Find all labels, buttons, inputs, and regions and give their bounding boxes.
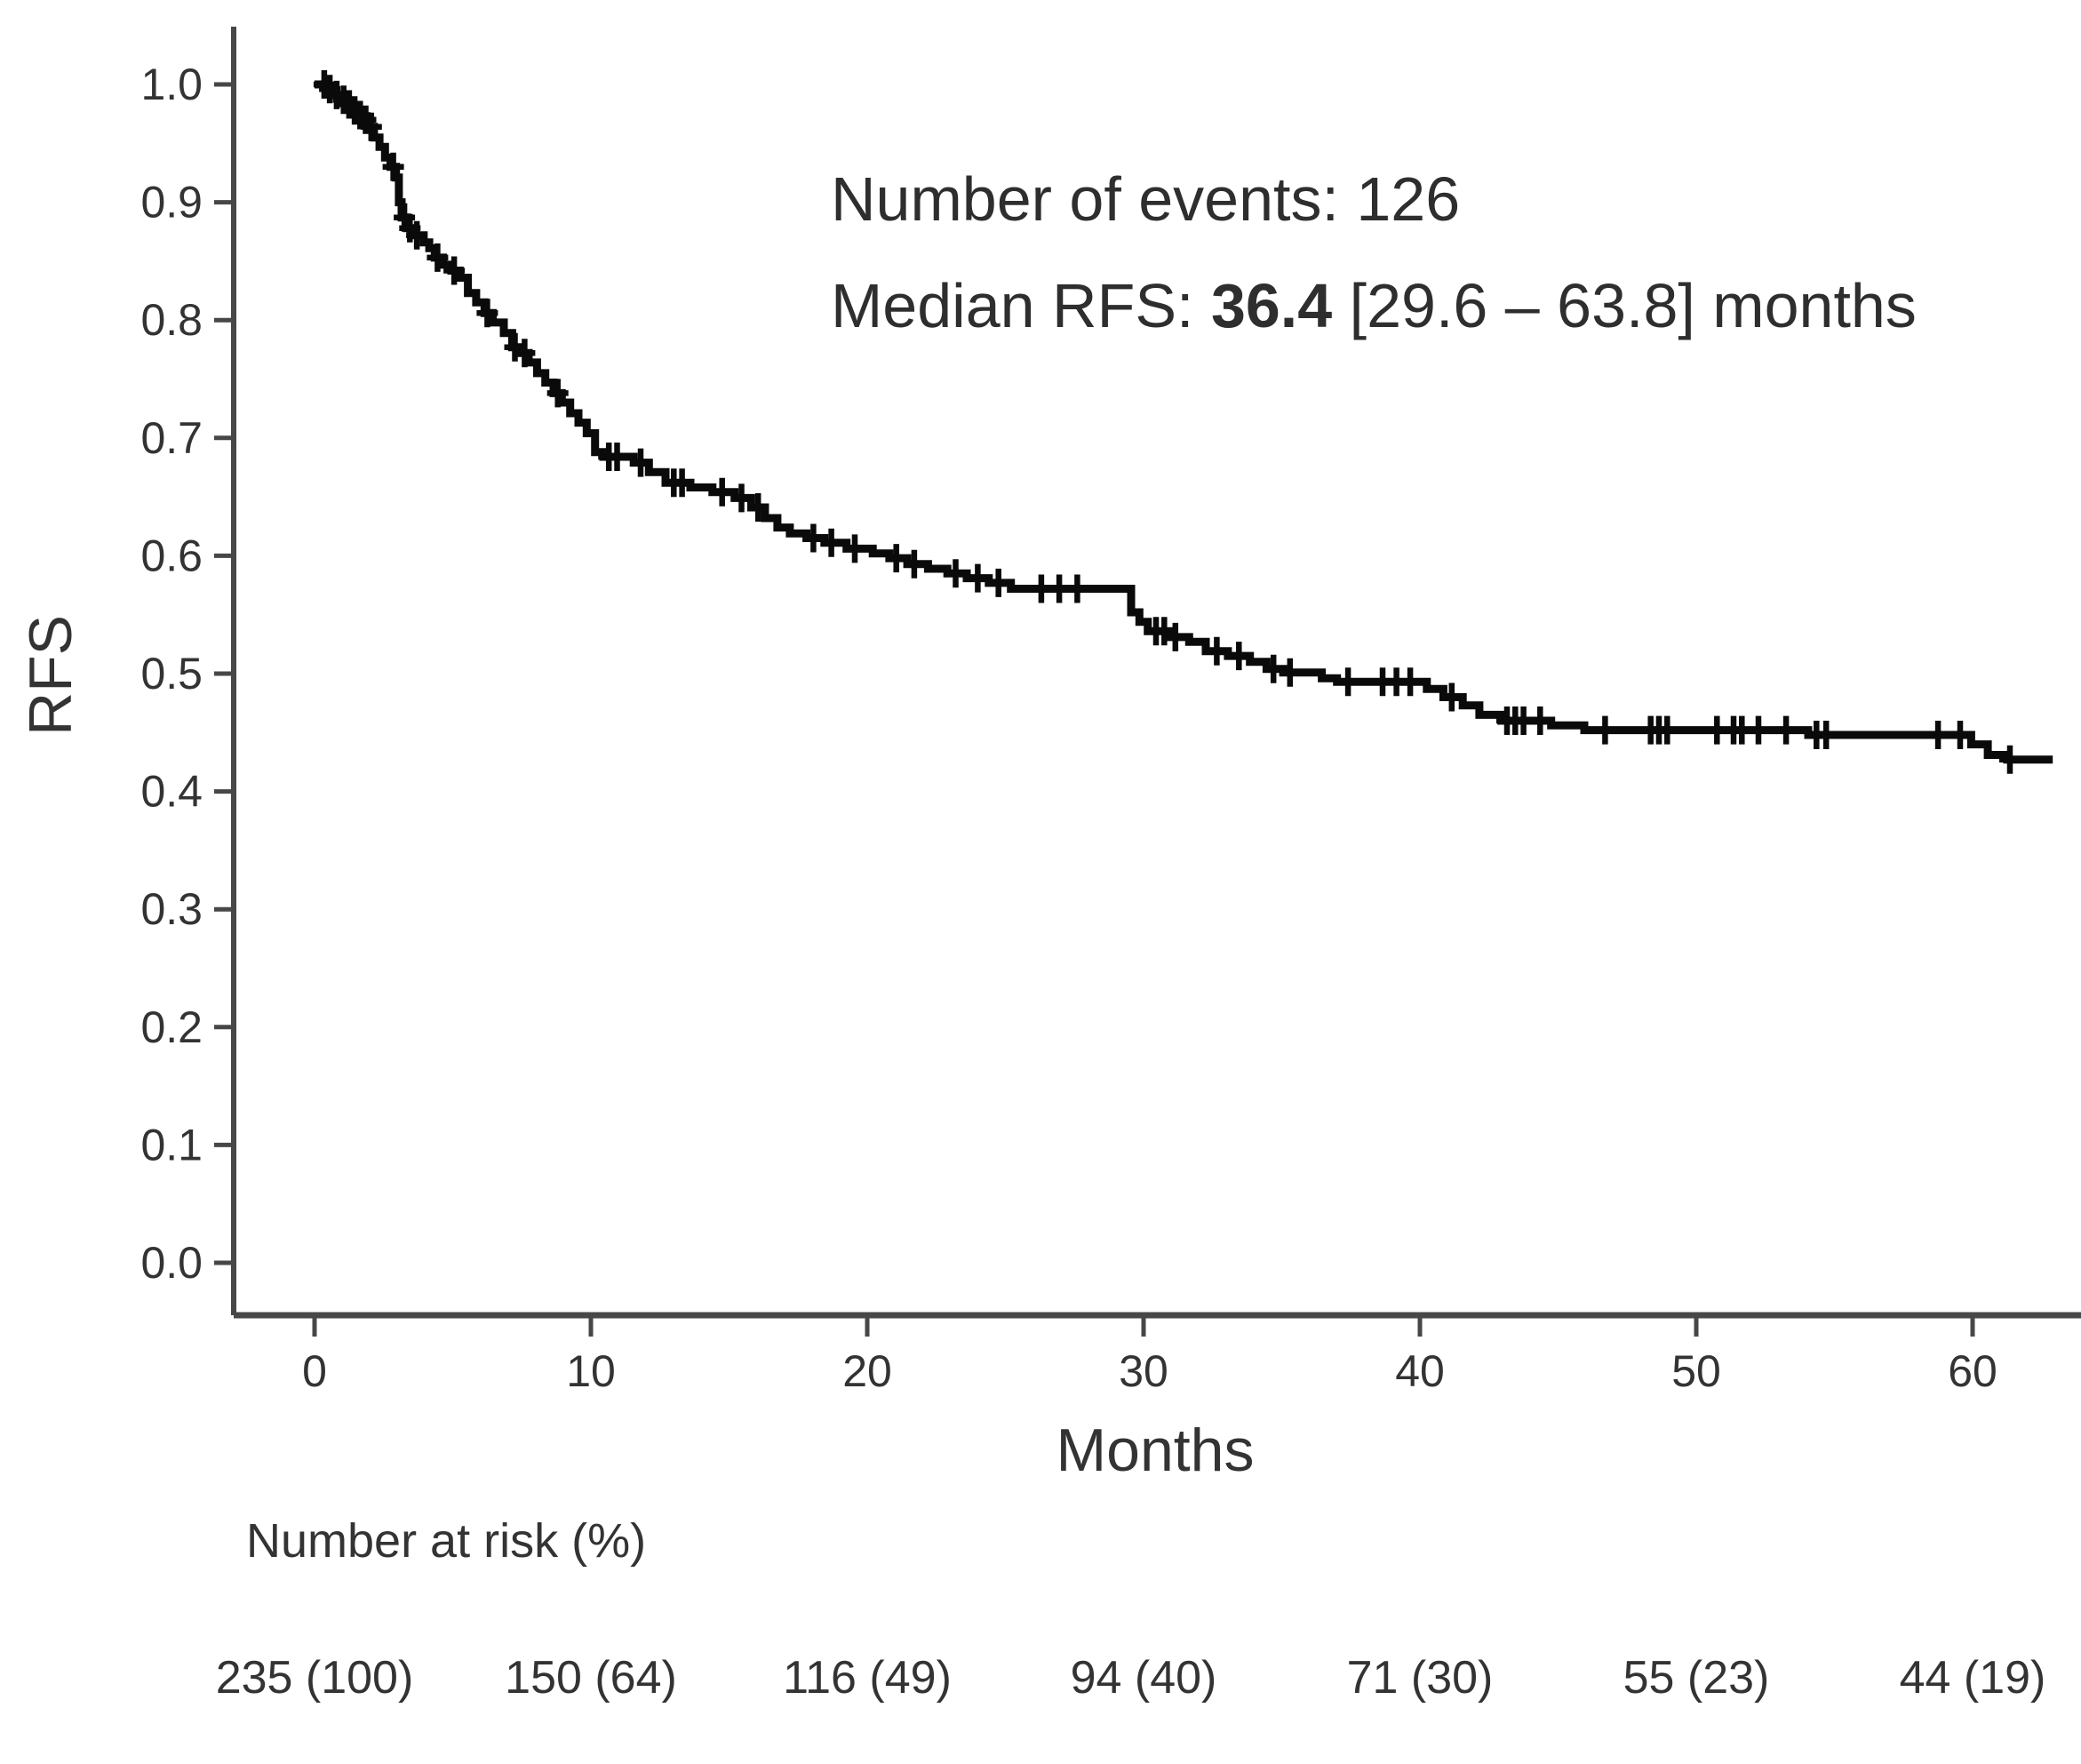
x-tick-label: 40	[1395, 1346, 1445, 1396]
axes	[231, 27, 2081, 1319]
y-tick-label: 0.8	[140, 295, 203, 345]
censor-marks-group	[313, 70, 2021, 774]
y-tick-label: 0.7	[140, 413, 203, 463]
risk-value: 235 (100)	[216, 1652, 414, 1704]
x-axis-title: Months	[1056, 1417, 1255, 1484]
risk-value: 55 (23)	[1623, 1652, 1770, 1704]
risk-value: 94 (40)	[1071, 1652, 1217, 1704]
annotation-median-value: 36.4	[1211, 271, 1332, 340]
x-tick-label: 20	[842, 1346, 892, 1396]
x-axis-ticks: 0 10 20 30 40 50 60	[302, 1315, 1997, 1396]
x-tick-label: 60	[1948, 1346, 1997, 1396]
y-tick-label: 0.6	[140, 531, 203, 580]
y-tick-label: 1.0	[140, 60, 203, 109]
annotation-line-1: Number of events: 126	[831, 164, 1460, 234]
y-axis-ticks: 0.0 0.1 0.2 0.3 0.4 0.5 0.6 0.7 0.8 0.9 1.0	[140, 60, 234, 1288]
y-tick-label: 0.9	[140, 178, 203, 227]
x-tick-label: 30	[1119, 1346, 1168, 1396]
risk-table-values: 235 (100) 150 (64) 116 (49) 94 (40) 71 (30) 5…	[216, 1652, 2046, 1704]
risk-value: 44 (19)	[1900, 1652, 2046, 1704]
annotation-median-ci: [29.6 – 63.8] months	[1332, 271, 1917, 340]
y-tick-label: 0.2	[140, 1002, 203, 1052]
x-tick-label: 50	[1671, 1346, 1721, 1396]
annotation-line-2: Median RFS: 36.4 [29.6 – 63.8] months	[831, 271, 1917, 340]
y-tick-label: 0.4	[140, 767, 203, 817]
y-tick-label: 0.5	[140, 649, 203, 698]
censor-marks	[313, 70, 2021, 774]
y-tick-label: 0.3	[140, 884, 203, 934]
risk-value: 116 (49)	[783, 1652, 952, 1704]
risk-table-header: Number at risk (%)	[246, 1514, 646, 1568]
annotation-median-prefix: Median RFS:	[831, 271, 1211, 340]
y-tick-label: 0.1	[140, 1120, 203, 1169]
risk-value: 150 (64)	[505, 1652, 677, 1704]
risk-value: 71 (30)	[1347, 1652, 1494, 1704]
y-axis-title: RFS	[17, 615, 84, 736]
y-tick-label: 0.0	[140, 1238, 203, 1288]
x-tick-label: 0	[302, 1346, 327, 1396]
x-tick-label: 10	[566, 1346, 616, 1396]
